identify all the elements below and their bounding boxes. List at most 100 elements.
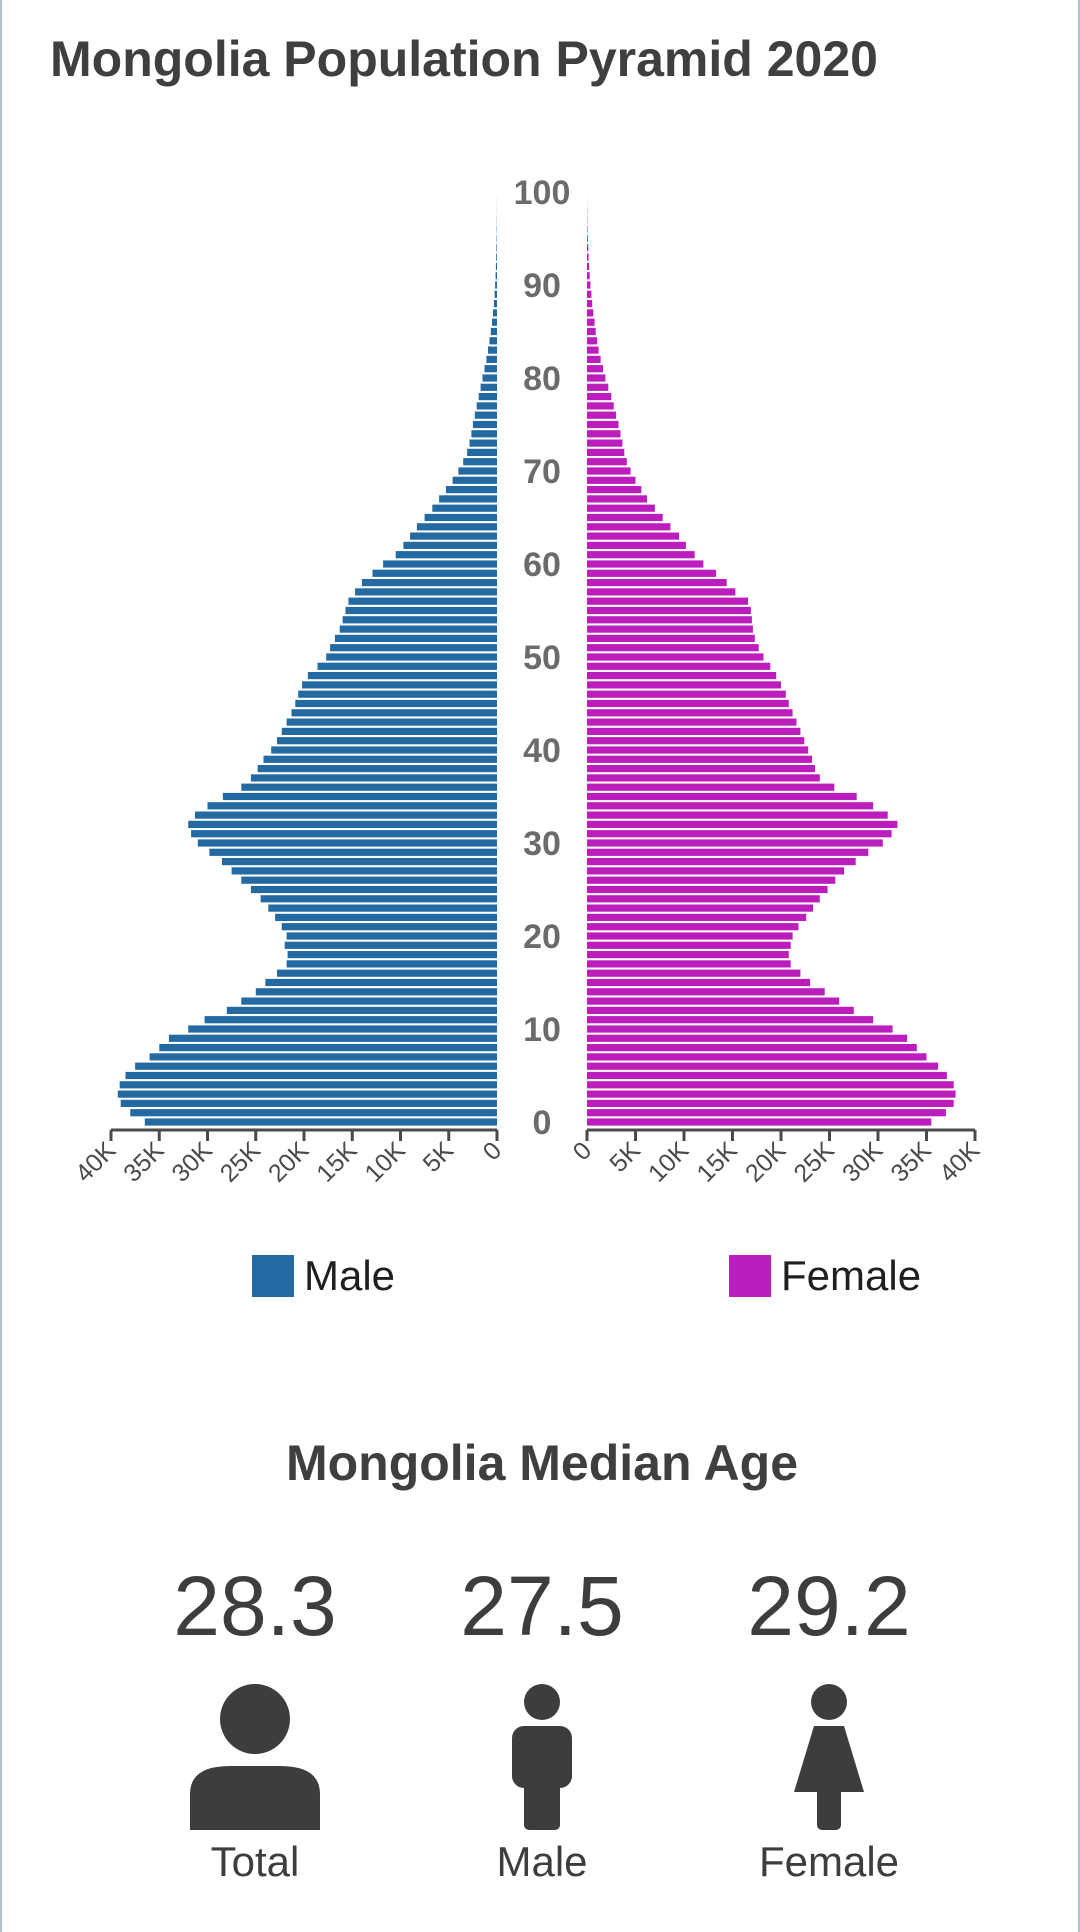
male-x-tick-label: 35K (118, 1136, 169, 1187)
age-tick-label-40: 40 (523, 732, 561, 770)
male-x-tick-label: 5K (418, 1136, 460, 1178)
female-bar-age-31 (587, 830, 892, 838)
male-bar-age-62 (403, 541, 497, 549)
age-tick-label-90: 90 (523, 267, 561, 305)
legend-male-label: Male (304, 1252, 396, 1299)
male-bar-age-70 (458, 467, 497, 475)
median-age-total-label: Total (210, 1838, 300, 1885)
male-bar-age-41 (277, 737, 497, 745)
male-bar-age-8 (159, 1044, 498, 1052)
female-bar-age-30 (587, 839, 883, 847)
female-bar-age-10 (587, 1025, 893, 1033)
female-bar-age-39 (587, 755, 812, 763)
median-age-title: Mongolia Median Age (285, 1435, 799, 1491)
male-bar-age-40 (271, 746, 497, 754)
male-bar-age-22 (275, 913, 497, 921)
female-bar-age-68 (587, 486, 642, 494)
male-bar-age-2 (120, 1099, 497, 1107)
male-bar-age-11 (204, 1016, 497, 1024)
male-bar-age-16 (277, 969, 497, 977)
female-bar-age-8 (587, 1044, 917, 1052)
male-bar-age-21 (281, 923, 497, 931)
female-bar-age-66 (587, 504, 655, 512)
male-bar-age-61 (395, 551, 497, 559)
age-tick-label-10: 10 (523, 1011, 561, 1049)
female-bar-age-71 (587, 458, 627, 466)
male-bar-age-32 (188, 820, 497, 828)
legend-male-swatch (252, 1255, 294, 1297)
female-bar-age-75 (587, 420, 619, 429)
female-bar-age-82 (587, 355, 601, 363)
female-bar-age-79 (587, 383, 609, 391)
age-tick-label-0: 0 (533, 1104, 552, 1142)
male-bar-age-66 (432, 504, 497, 512)
female-bar-age-27 (587, 867, 845, 875)
female-bar-age-76 (587, 411, 617, 419)
female-bar-age-53 (587, 625, 753, 633)
male-bar-age-39 (263, 755, 497, 763)
male-bar-age-15 (265, 978, 497, 987)
page-title: Mongolia Population Pyramid 2020 (50, 31, 878, 87)
female-x-tick-label: 15K (691, 1136, 742, 1187)
female-bar-age-14 (587, 988, 825, 996)
female-bar-age-28 (587, 858, 856, 866)
female-x-tick-label: 40K (934, 1136, 985, 1187)
female-bar-age-55 (587, 606, 751, 615)
female-bar-age-35 (587, 792, 857, 801)
male-bar-age-91 (495, 272, 497, 280)
female-x-tick-label: 0 (568, 1136, 598, 1166)
female-x-tick-label: 25K (788, 1136, 839, 1187)
female-bar-age-93 (587, 253, 589, 261)
female-bar-age-22 (587, 913, 807, 921)
female-bar-age-50 (587, 653, 764, 661)
male-bar-age-82 (486, 355, 497, 363)
male-bar-age-55 (345, 606, 497, 615)
female-bar-age-16 (587, 969, 801, 977)
female-bar-age-1 (587, 1109, 946, 1117)
male-bar-age-10 (188, 1025, 497, 1033)
female-bar-age-58 (587, 579, 727, 587)
female-bar-age-57 (587, 588, 736, 596)
male-bar-age-53 (339, 625, 497, 633)
male-bar-age-73 (469, 439, 497, 447)
male-bar-age-49 (317, 662, 497, 670)
male-x-tick-label: 40K (70, 1136, 121, 1187)
male-bar-age-69 (452, 476, 497, 484)
age-tick-label-70: 70 (523, 453, 561, 491)
female-bar-age-89 (587, 290, 592, 298)
legend-female-label: Female (781, 1252, 922, 1299)
male-bar-age-5 (125, 1071, 497, 1080)
male-bar-age-63 (410, 532, 497, 540)
male-bar-age-90 (495, 281, 497, 289)
male-bar-age-59 (372, 569, 497, 577)
male-bar-age-48 (307, 672, 497, 680)
male-bar-age-76 (474, 411, 497, 419)
female-bar-age-44 (587, 709, 793, 717)
male-bar-age-28 (222, 858, 497, 866)
female-bar-age-46 (587, 690, 786, 698)
male-bar-age-26 (241, 876, 497, 884)
male-bar-age-35 (222, 792, 497, 801)
female-bar-age-18 (587, 951, 789, 959)
age-tick-label-80: 80 (523, 360, 561, 398)
female-bar-age-94 (587, 244, 589, 252)
female-bar-age-63 (587, 532, 680, 540)
male-bar-age-89 (494, 290, 497, 298)
female-bar-age-0 (587, 1118, 932, 1126)
female-bar-age-3 (587, 1090, 956, 1098)
male-bar-age-54 (342, 616, 497, 624)
male-bar-age-29 (209, 848, 497, 856)
female-bar-age-26 (587, 876, 836, 884)
male-bar-age-88 (493, 300, 497, 308)
female-bar-age-51 (587, 644, 759, 652)
female-x-tick-label: 20K (740, 1136, 791, 1187)
male-bar-age-74 (471, 430, 497, 438)
median-age-total-value: 28.3 (173, 1559, 337, 1653)
male-bar-age-18 (287, 951, 497, 959)
male-bar-age-56 (348, 597, 497, 605)
female-bar-age-88 (587, 300, 593, 308)
median-age-male-value: 27.5 (460, 1559, 624, 1653)
male-bar-age-14 (255, 988, 498, 996)
female-bar-age-60 (587, 560, 704, 568)
